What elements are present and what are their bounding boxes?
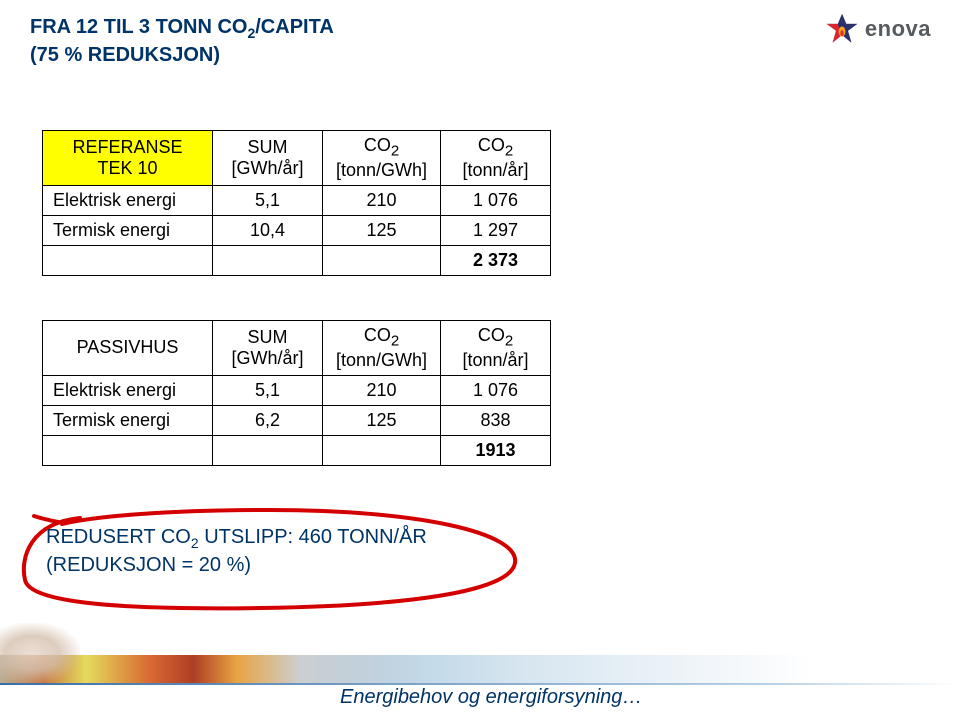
footer-divider-line xyxy=(0,683,959,685)
table-row: Elektrisk energi 5,1 210 1 076 xyxy=(43,375,551,405)
logo-star-icon xyxy=(825,12,859,46)
slide-page: { "title": { "line1_pre": "FRA 12 TIL 3 … xyxy=(0,0,959,713)
t1-header-co2-year: CO2 [tonn/år] xyxy=(441,131,551,186)
passivhus-table: PASSIVHUS SUM [GWh/år] CO2 [tonn/GWh] CO… xyxy=(42,320,551,466)
table-sum-row: 2 373 xyxy=(43,245,551,275)
table-row: Termisk energi 6,2 125 838 xyxy=(43,405,551,435)
reference-table: REFERANSE TEK 10 SUM [GWh/år] CO2 [tonn/… xyxy=(42,130,551,276)
table-row: Elektrisk energi 5,1 210 1 076 xyxy=(43,185,551,215)
annotation-line-2: (REDUKSJON = 20 %) xyxy=(46,552,427,578)
footer-face-decoration xyxy=(0,623,80,683)
reduction-annotation: REDUSERT CO2 UTSLIPP: 460 TONN/ÅR (REDUK… xyxy=(46,524,427,578)
t2-header-co2-year: CO2 [tonn/år] xyxy=(441,321,551,376)
footer-text: Energibehov og energiforsyning… xyxy=(340,686,642,709)
title-line-1-post: /CAPITA xyxy=(255,16,334,38)
t2-header-label: PASSIVHUS xyxy=(43,321,213,376)
title-line-1-pre: FRA 12 TIL 3 TONN CO xyxy=(30,16,247,38)
table-row: Termisk energi 10,4 125 1 297 xyxy=(43,215,551,245)
title-line-2: (75 % REDUKSJON) xyxy=(30,42,334,68)
title-line-1: FRA 12 TIL 3 TONN CO2/CAPITA xyxy=(30,14,334,42)
t1-header-sum: SUM [GWh/år] xyxy=(213,131,323,186)
t1-header-label: REFERANSE TEK 10 xyxy=(43,131,213,186)
t2-header-co2-gwh: CO2 [tonn/GWh] xyxy=(323,321,441,376)
t2-header-sum: SUM [GWh/år] xyxy=(213,321,323,376)
table-sum-row: 1913 xyxy=(43,435,551,465)
annotation-line-1: REDUSERT CO2 UTSLIPP: 460 TONN/ÅR xyxy=(46,524,427,552)
logo-text: enova xyxy=(865,16,931,42)
t1-header-co2-gwh: CO2 [tonn/GWh] xyxy=(323,131,441,186)
footer: Energibehov og energiforsyning… xyxy=(0,655,959,713)
slide-title: FRA 12 TIL 3 TONN CO2/CAPITA (75 % REDUK… xyxy=(30,14,334,68)
enova-logo: enova xyxy=(825,12,931,46)
